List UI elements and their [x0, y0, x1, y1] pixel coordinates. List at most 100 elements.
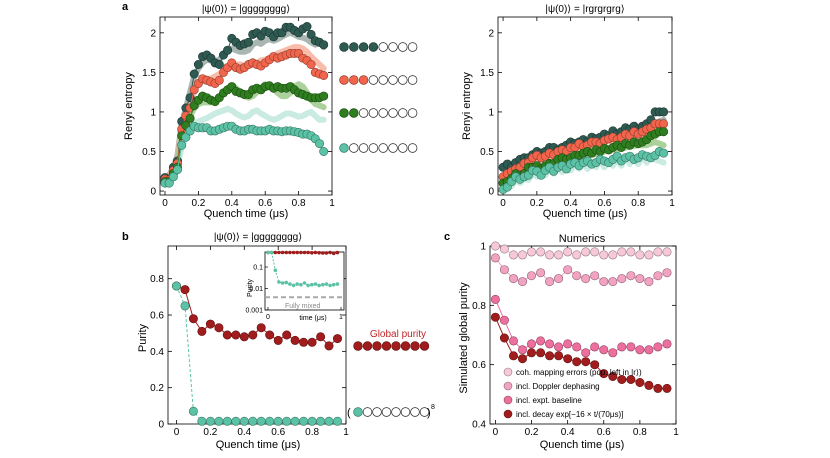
legend-a-atom-teal	[368, 143, 379, 153]
b-point-maroon	[239, 332, 249, 342]
c-point-pink2	[490, 253, 500, 263]
b-xtick-label: 1	[343, 427, 349, 438]
chart-c-ylabel: Simulated global purity	[458, 282, 470, 394]
a-right-ytick-label: 1	[488, 107, 494, 118]
legend-c-marker-pink3	[503, 395, 513, 405]
chart-c: Numerics Quench time (μs) Simulated glob…	[458, 233, 679, 451]
inset-point-teal	[321, 282, 325, 287]
legend-a-atom-dark	[358, 42, 369, 52]
c-point-pink1	[536, 247, 546, 257]
legend-b-global-atom	[400, 341, 411, 351]
inset-point-maroon	[321, 251, 325, 255]
b-xtick-label: 0.8	[305, 427, 319, 438]
b-axes-frame	[167, 245, 347, 425]
inset-fully-mixed-label: Fully mixed	[285, 303, 321, 310]
b-point-maroon	[273, 335, 283, 345]
b-xtick-label: 0.4	[237, 427, 251, 438]
b-point-teal	[231, 416, 241, 426]
c-point-pink1	[653, 247, 663, 257]
a-left-point-teal	[181, 132, 191, 142]
b-point-teal	[332, 416, 342, 426]
c-point-pink3	[626, 342, 636, 352]
legend-b-paren-open: (	[347, 407, 351, 419]
inset-xtick-label: 0	[266, 314, 270, 321]
c-point-pink2	[590, 271, 600, 281]
inset-point-maroon	[335, 250, 340, 255]
c-axes-frame	[489, 245, 677, 425]
legend-c-item-3-label: incl. decay exp[−16 × t/(70μs)]	[516, 410, 623, 419]
b-point-maroon	[299, 337, 309, 347]
a-left-point-dark	[306, 29, 316, 39]
legend-a-atom-teal	[339, 143, 349, 153]
legend-c-item-0-label: coh. mapping errors (pop. left in |r⟩)	[516, 368, 642, 377]
c-point-pink3	[644, 345, 654, 355]
c-point-pink3	[526, 339, 536, 349]
legend-a-atom-teal	[407, 143, 418, 153]
b-point-maroon	[205, 319, 215, 329]
legend-a-atom-orange	[368, 75, 379, 85]
a-right-axes-frame	[497, 16, 673, 196]
c-point-pink1	[526, 247, 536, 257]
legend-c-marker-maroon	[503, 409, 513, 419]
c-point-pink1	[545, 250, 555, 260]
b-point-teal	[222, 416, 232, 426]
a-left-point-orange	[319, 71, 329, 81]
c-point-pink3	[581, 348, 591, 358]
b-point-maroon	[248, 330, 258, 340]
inset-point-teal	[288, 282, 292, 286]
legend-b-single-atom	[410, 407, 420, 417]
c-xtick-label: 0	[493, 427, 499, 438]
c-point-maroon	[508, 351, 518, 361]
a-left-point-orange	[214, 75, 224, 85]
panel-label-c: c	[444, 231, 450, 243]
c-point-pink1	[554, 250, 564, 260]
chart-a-left-xlabel: Quench time (μs)	[204, 208, 289, 220]
b-point-teal	[239, 416, 249, 426]
legend-b-global-atom	[362, 341, 373, 351]
legend-a-atom-green	[378, 108, 388, 118]
legend-a-atom-orange	[407, 75, 418, 85]
b-point-teal	[307, 416, 317, 426]
legend-a-atom-green	[398, 108, 408, 118]
legend-b-global-atom	[410, 341, 420, 351]
legend-b-single-atom	[381, 407, 392, 417]
c-point-maroon	[626, 374, 636, 384]
legend-b-global-atom	[381, 341, 392, 351]
c-point-maroon	[644, 380, 654, 390]
c-point-pink1	[644, 250, 654, 260]
legend-a-atom-teal	[388, 143, 398, 153]
c-point-maroon	[662, 383, 672, 393]
legend-a-atom-green	[358, 108, 369, 118]
legend-a-atom-teal	[358, 143, 369, 153]
b-point-maroon	[256, 323, 266, 333]
legend-a-atom-dark	[407, 42, 418, 52]
b-point-maroon	[282, 330, 292, 340]
c-point-maroon	[554, 351, 564, 361]
inset-point-maroon	[280, 250, 285, 255]
inset-point-teal	[331, 282, 336, 287]
a-left-point-dark	[189, 69, 199, 79]
panel-label-a: a	[122, 1, 129, 13]
b-point-maroon	[307, 337, 317, 347]
b-ytick-label: 0.8	[150, 274, 164, 285]
legend-b: () 8	[347, 341, 435, 419]
inset-point-teal	[277, 280, 281, 284]
panel-label-b: b	[122, 231, 129, 243]
c-point-pink3	[599, 345, 609, 355]
a-left-ytick-label: 2	[150, 28, 156, 39]
c-point-pink2	[626, 271, 636, 281]
legend-a-atom-green	[339, 108, 349, 118]
a-right-ytick-label: 2	[488, 28, 494, 39]
a-right-point-teal	[659, 148, 669, 158]
legend-c-item-2-label: incl. expt. baseline	[516, 396, 582, 405]
legend-a-atom-teal	[349, 143, 359, 153]
c-point-pink1	[599, 250, 609, 260]
c-point-pink2	[526, 271, 536, 281]
a-left-ytick-label: 0	[150, 187, 156, 198]
inset-point-maroon	[317, 251, 321, 255]
b-ytick-label: 0.2	[150, 383, 164, 394]
b-ytick-label: 0.4	[150, 347, 164, 358]
c-point-pink2	[662, 268, 672, 278]
legend-c: coh. mapping errors (pop. left in |r⟩) i…	[503, 367, 642, 419]
inset-point-maroon	[331, 251, 336, 256]
